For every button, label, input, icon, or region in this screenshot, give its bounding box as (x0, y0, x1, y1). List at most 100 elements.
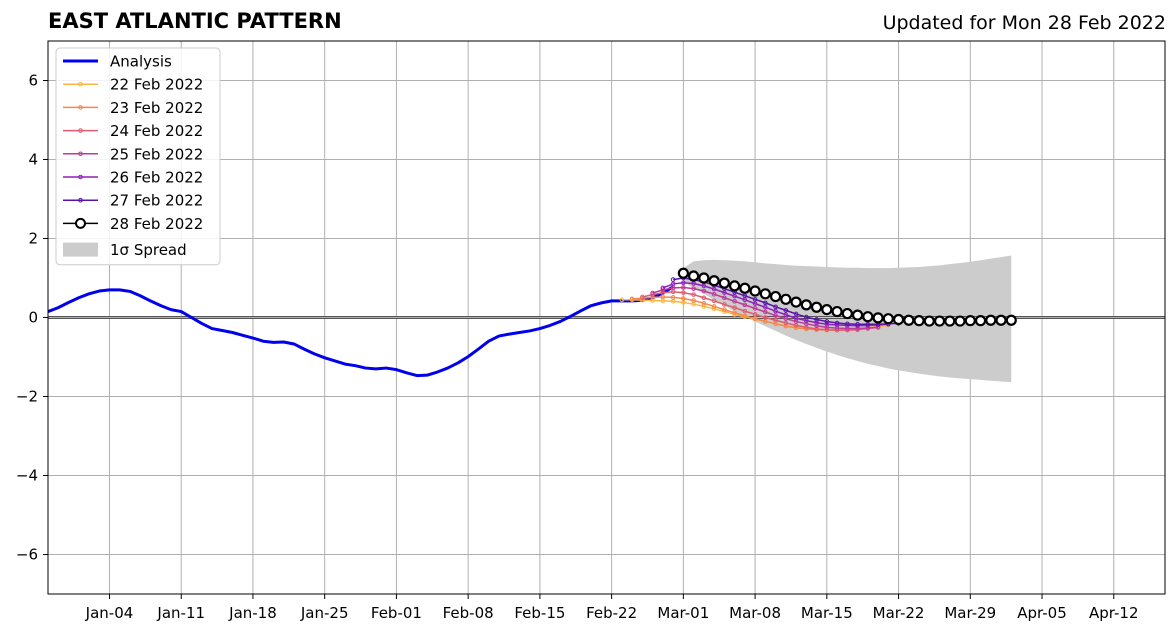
series-point-latest (821, 304, 833, 316)
series-point-4 (732, 299, 737, 304)
series-point-latest (769, 290, 782, 303)
legend-marker (78, 105, 83, 110)
series-point-4 (711, 291, 717, 297)
y-tick-label: −2 (16, 388, 38, 406)
series-point-5 (670, 281, 676, 287)
series-point-3 (681, 290, 686, 295)
series-point-6 (865, 321, 871, 327)
legend-label: 24 Feb 2022 (110, 122, 203, 140)
y-tick-label: 0 (28, 309, 38, 327)
series-point-latest (872, 312, 884, 324)
y-tick-label: 2 (28, 230, 38, 248)
series-point-4 (722, 295, 727, 301)
legend-marker (78, 151, 83, 157)
series-point-2 (660, 294, 666, 300)
series-point-latest (974, 315, 987, 327)
series-point-latest (1005, 314, 1017, 326)
x-tick-label: Jan-25 (300, 604, 349, 622)
series-point-6 (742, 293, 748, 299)
series-point-latest (718, 277, 730, 289)
series-point-2 (711, 304, 717, 309)
series-point-2 (670, 295, 676, 300)
y-tick-label: −4 (16, 467, 38, 485)
series-point-latest (995, 314, 1007, 326)
series-point-4 (773, 313, 778, 318)
series-point-4 (681, 285, 686, 290)
series-point-4 (701, 288, 707, 294)
plot-area (48, 255, 1165, 383)
series-point-4 (660, 287, 666, 293)
series-point-latest (831, 305, 843, 318)
x-tick-label: Jan-18 (228, 604, 277, 622)
series-line-analysis (48, 285, 674, 378)
x-tick-label: Apr-12 (1089, 604, 1139, 622)
legend-marker (78, 197, 83, 203)
series-point-3 (752, 312, 758, 317)
series-point-latest (944, 315, 956, 327)
x-tick-label: Apr-05 (1017, 604, 1067, 622)
series-point-2 (742, 313, 748, 319)
series-point-5 (824, 321, 830, 327)
series-point-latest (862, 311, 874, 323)
series-point-3 (640, 294, 645, 300)
series-point-5 (773, 308, 778, 314)
series-point-5 (752, 301, 758, 306)
chart-title: EAST ATLANTIC PATTERN (48, 9, 342, 33)
series-point-3 (732, 305, 737, 310)
series-point-2 (722, 307, 727, 312)
series-point-2 (650, 295, 655, 300)
x-tick-label: Feb-15 (514, 604, 565, 622)
series-point-3 (691, 292, 696, 297)
x-tick-label: Jan-11 (156, 604, 205, 622)
legend-label: Analysis (110, 53, 172, 71)
x-tick-label: Jan-04 (85, 604, 134, 622)
series-point-2 (681, 296, 686, 301)
series-point-3 (742, 308, 748, 314)
series-point-3 (701, 295, 707, 301)
series-point-latest (677, 267, 689, 279)
legend-box (55, 47, 221, 266)
series-line-5 (662, 281, 889, 327)
series-point-latest (892, 313, 905, 326)
series-point-5 (763, 304, 768, 310)
series-point-2 (701, 300, 707, 306)
legend-label: 23 Feb 2022 (110, 99, 203, 117)
series-point-6 (793, 311, 799, 317)
series-point-latest (933, 315, 946, 327)
series-point-6 (763, 300, 768, 306)
x-tick-label: Feb-01 (371, 604, 422, 622)
x-tick-label: Feb-22 (586, 604, 637, 622)
series-point-3 (722, 302, 727, 307)
series-point-latest (882, 313, 894, 325)
series-point-latest (749, 285, 761, 297)
series-point-2 (752, 316, 758, 321)
series-point-latest (954, 315, 966, 327)
series-point-latest (698, 272, 710, 284)
legend-label: 22 Feb 2022 (110, 76, 203, 94)
series-point-6 (845, 321, 850, 327)
series-point-6 (670, 277, 676, 282)
series-point-latest (708, 275, 720, 287)
series-point-latest (728, 280, 741, 292)
series-point-5 (793, 315, 799, 321)
series-point-4 (855, 326, 860, 331)
series-point-latest (913, 315, 925, 327)
series-point-latest (780, 293, 792, 305)
series-point-latest (810, 301, 823, 313)
x-tick-label: Mar-15 (801, 604, 853, 622)
series-point-3 (783, 320, 789, 326)
series-point-3 (763, 315, 768, 320)
series-point-latest (800, 299, 812, 311)
legend-marker-latest (75, 217, 86, 229)
series-point-2 (691, 298, 696, 303)
legend-label: 25 Feb 2022 (110, 145, 203, 163)
series-point-3 (773, 317, 778, 323)
series-point-6 (804, 314, 809, 320)
legend-marker (78, 174, 83, 180)
series-point-latest (759, 288, 771, 300)
legend-marker (78, 81, 83, 87)
series-point-1 (619, 297, 625, 303)
series-point-latest (688, 270, 700, 282)
series-point-2 (732, 310, 737, 316)
